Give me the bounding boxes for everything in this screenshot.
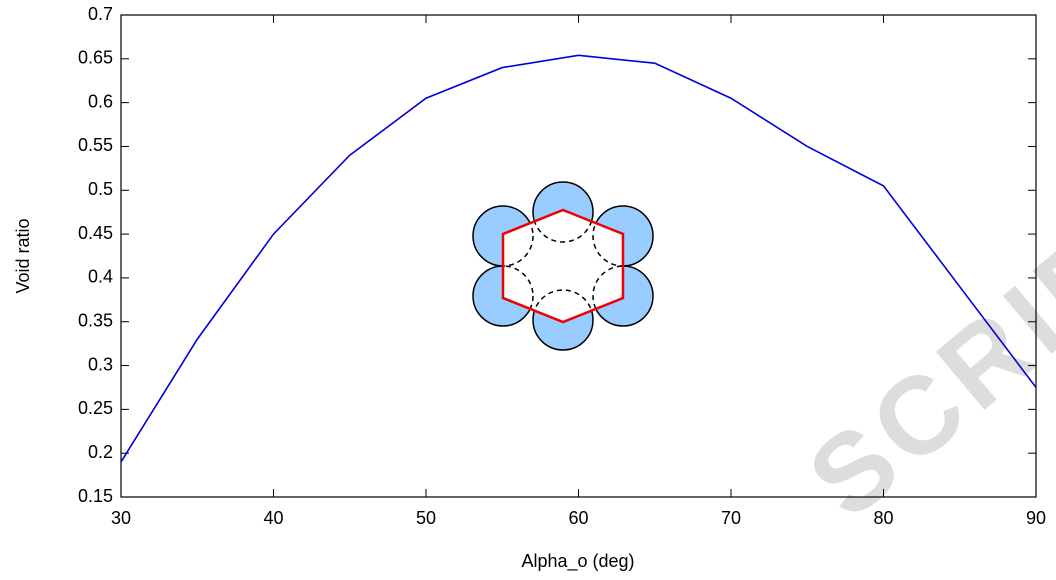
x-tick-label: 40	[263, 508, 283, 528]
line-series	[120, 54, 1037, 463]
y-tick-label: 0.7	[88, 4, 113, 24]
x-axis-label: Alpha_o (deg)	[521, 551, 634, 572]
y-tick-label: 0.45	[78, 223, 113, 243]
y-tick-label: 0.4	[88, 267, 113, 287]
y-tick-label: 0.6	[88, 91, 113, 111]
x-tick-label: 50	[416, 508, 436, 528]
y-axis-label: Void ratio	[13, 218, 33, 293]
x-tick-label: 30	[111, 508, 131, 528]
x-tick-label: 80	[873, 508, 893, 528]
inset-diagram	[472, 181, 654, 351]
y-tick-label: 0.3	[88, 354, 113, 374]
y-tick-label: 0.2	[88, 442, 113, 462]
x-tick-label: 70	[721, 508, 741, 528]
y-tick-label: 0.15	[78, 486, 113, 506]
x-tick-label: 60	[568, 508, 588, 528]
y-tick-label: 0.55	[78, 135, 113, 155]
y-tick-label: 0.35	[78, 310, 113, 330]
y-tick-label: 0.5	[88, 179, 113, 199]
y-tick-label: 0.65	[78, 48, 113, 68]
watermark: SCRIP	[786, 206, 1056, 542]
x-tick-label: 90	[1026, 508, 1046, 528]
y-tick-label: 0.25	[78, 398, 113, 418]
